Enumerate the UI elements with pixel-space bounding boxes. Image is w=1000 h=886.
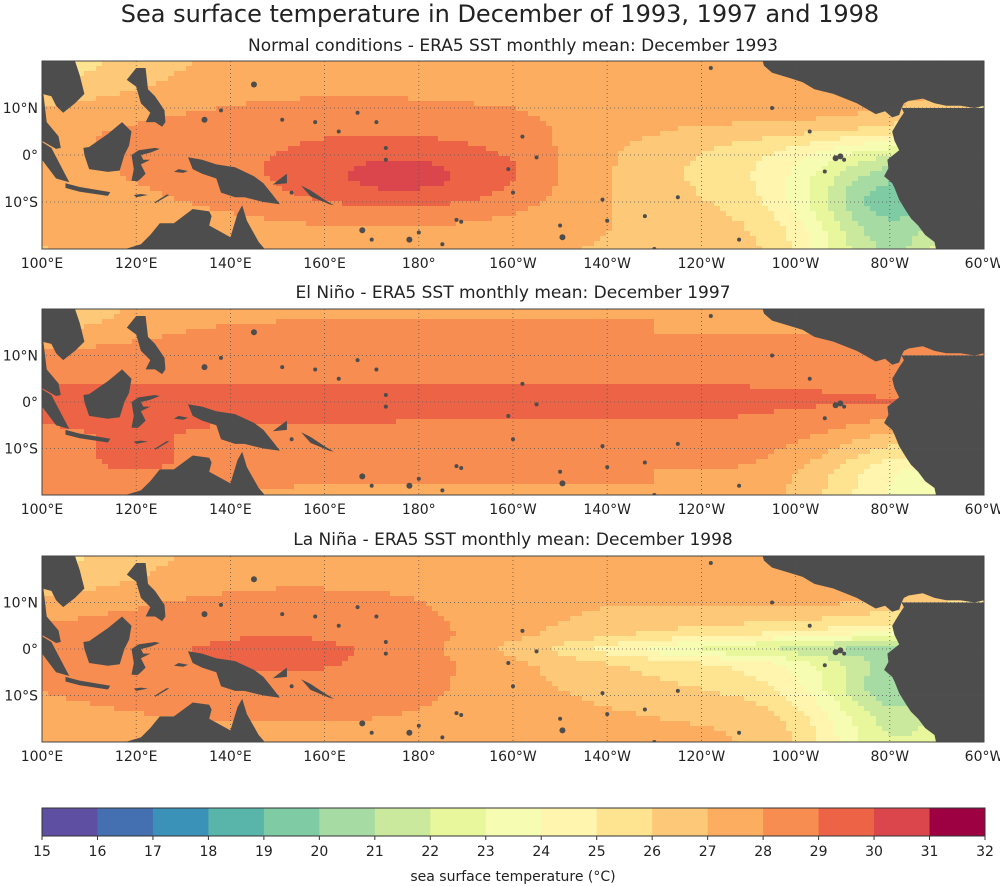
colorbar-tick-label: 29 xyxy=(810,844,828,860)
lon-tick-label: 120°E xyxy=(115,749,158,765)
colorbar-swatch xyxy=(929,808,986,836)
colorbar-swatch xyxy=(374,808,431,836)
colorbar-tick-label: 27 xyxy=(699,844,717,860)
colorbar-swatch xyxy=(596,808,653,836)
colorbar-tick-label: 17 xyxy=(144,844,162,860)
lon-tick-label: 160°W xyxy=(489,256,537,272)
lat-tick-label: 0° xyxy=(22,642,38,658)
lon-tick-label: 60°W xyxy=(965,256,1000,272)
colorbar: 15 16 17 18 19 20 21 22 23 24 25 26 27 28 29 30 31 32 sea… xyxy=(33,807,994,885)
figure-title: Sea surface temperature in December of 1… xyxy=(121,0,879,28)
lat-tick-label: 10°N xyxy=(3,349,38,365)
lon-tick-label: 140°E xyxy=(209,749,252,765)
panel-title-1998: La Niña - ERA5 SST monthly mean: Decembe… xyxy=(293,530,732,550)
lon-tick-label: 140°W xyxy=(583,256,631,272)
colorbar-tick-label: 20 xyxy=(310,844,328,860)
lat-tick-label: 0° xyxy=(22,395,38,411)
lat-tick-label: 10°N xyxy=(3,596,38,612)
lon-tick-label: 120°E xyxy=(115,256,158,272)
lat-tick-label: 10°S xyxy=(4,442,38,458)
lon-tick-label: 140°W xyxy=(583,749,631,765)
lon-tick-label: 100°E xyxy=(21,256,64,272)
panel-title-1997: El Niño - ERA5 SST monthly mean: Decembe… xyxy=(295,283,730,303)
colorbar-tick-label: 31 xyxy=(921,844,939,860)
colorbar-tick-label: 15 xyxy=(33,844,51,860)
lon-tick-label: 80°W xyxy=(870,502,909,518)
colorbar-swatch xyxy=(763,808,820,836)
colorbar-tick-label: 28 xyxy=(754,844,772,860)
colorbar-swatch xyxy=(42,808,98,836)
lat-tick-label: 0° xyxy=(22,148,38,164)
colorbar-tick-label: 25 xyxy=(588,844,606,860)
lon-tick-label: 180° xyxy=(402,256,436,272)
colorbar-swatch xyxy=(652,808,709,836)
panel-title-1993: Normal conditions - ERA5 SST monthly mea… xyxy=(248,36,778,56)
lat-tick-label: 10°N xyxy=(3,101,38,117)
colorbar-label: sea surface temperature (°C) xyxy=(410,869,615,885)
colorbar-tick-label: 21 xyxy=(366,844,384,860)
lon-tick-label: 100°W xyxy=(772,502,820,518)
map-panel-1997: El Niño - ERA5 SST monthly mean: Decembe… xyxy=(3,283,1000,518)
lon-tick-label: 160°E xyxy=(303,256,346,272)
map-panel-1993: Normal conditions - ERA5 SST monthly mea… xyxy=(3,36,1000,272)
lon-tick-label: 80°W xyxy=(870,256,909,272)
colorbar-swatch xyxy=(818,808,875,836)
lon-tick-label: 140°W xyxy=(583,502,631,518)
colorbar-tick-label: 30 xyxy=(865,844,883,860)
lon-tick-label: 100°W xyxy=(772,256,820,272)
lon-tick-label: 160°W xyxy=(489,749,537,765)
lon-tick-label: 180° xyxy=(402,502,436,518)
lon-tick-label: 160°E xyxy=(303,502,346,518)
colorbar-swatch xyxy=(208,808,265,836)
lon-tick-label: 140°E xyxy=(209,256,252,272)
lon-tick-label: 120°W xyxy=(678,256,726,272)
lon-tick-label: 80°W xyxy=(870,749,909,765)
colorbar-tick-label: 16 xyxy=(89,844,107,860)
lat-tick-label: 10°S xyxy=(4,689,38,705)
colorbar-tick-label: 19 xyxy=(255,844,273,860)
colorbar-swatch xyxy=(485,808,542,836)
colorbar-swatch xyxy=(319,808,376,836)
colorbar-swatch xyxy=(263,808,320,836)
lon-tick-label: 120°W xyxy=(678,502,726,518)
colorbar-tick-label: 18 xyxy=(199,844,217,860)
colorbar-swatch xyxy=(430,808,487,836)
colorbar-swatch xyxy=(541,808,598,836)
lon-tick-label: 120°E xyxy=(115,502,158,518)
colorbar-tick-label: 24 xyxy=(532,844,550,860)
lon-tick-label: 160°E xyxy=(303,749,346,765)
lon-tick-label: 160°W xyxy=(489,502,537,518)
lon-tick-label: 120°W xyxy=(678,749,726,765)
colorbar-swatch xyxy=(152,808,209,836)
colorbar-tick-label: 23 xyxy=(477,844,495,860)
colorbar-swatch xyxy=(874,808,931,836)
lon-tick-label: 60°W xyxy=(965,502,1000,518)
colorbar-tick-label: 32 xyxy=(976,844,994,860)
lon-tick-label: 140°E xyxy=(209,502,252,518)
lat-tick-label: 10°S xyxy=(4,195,38,211)
map-panel-1998: La Niña - ERA5 SST monthly mean: Decembe… xyxy=(3,530,1000,765)
colorbar-tick-label: 26 xyxy=(643,844,661,860)
lon-tick-label: 60°W xyxy=(965,749,1000,765)
colorbar-swatch xyxy=(707,808,764,836)
lon-tick-label: 100°E xyxy=(21,749,64,765)
lon-tick-label: 180° xyxy=(402,749,436,765)
lon-tick-label: 100°E xyxy=(21,502,64,518)
lon-tick-label: 100°W xyxy=(772,749,820,765)
colorbar-swatch xyxy=(97,808,154,836)
colorbar-tick-label: 22 xyxy=(421,844,439,860)
